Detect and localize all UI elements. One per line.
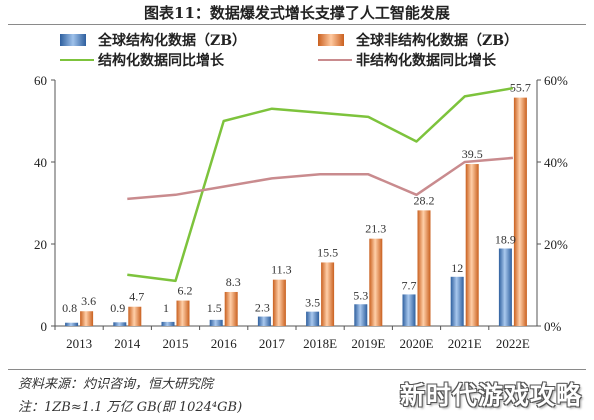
data-label-structured: 18.9 [495,233,516,247]
unit-note: 注：1ZB≈1.1 万亿 GB(即 1024⁴GB) [18,400,243,415]
data-label-structured: 0.8 [62,301,77,315]
bar-structured [209,319,223,326]
legend-label-unstructured-growth: 非结构化数据同比增长 [356,53,496,69]
y-tick-label-left: 40 [34,155,47,170]
x-tick-label: 2021E [448,336,482,351]
x-tick-label: 2014 [114,336,141,351]
bar-unstructured [465,164,479,326]
bar-structured [306,311,320,326]
data-label-structured: 1 [163,301,169,315]
data-label-unstructured: 8.3 [226,275,241,289]
data-label-structured: 0.9 [110,301,125,315]
y-tick-label-left: 20 [34,237,47,252]
bar-unstructured [417,210,431,326]
bar-structured [257,316,271,326]
x-tick-label: 2022E [496,336,530,351]
legend-swatch-unstructured [318,34,344,46]
x-tick-label: 2017 [259,336,286,351]
x-tick-label: 2016 [211,336,238,351]
bar-unstructured [80,311,94,326]
legend-label-unstructured: 全球非结构化数据（ZB） [356,33,519,49]
bar-structured [498,248,512,326]
x-tick-label: 2018E [303,336,337,351]
line-structured-growth [127,86,514,283]
y-tick-label-right: 40% [544,155,568,170]
title-divider [8,24,586,25]
x-tick-label: 2015 [163,336,189,351]
data-label-structured: 7.7 [402,278,417,292]
legend-label-structured: 全球结构化数据（ZB） [98,33,247,49]
bar-unstructured [321,262,335,326]
bar-structured [402,294,416,326]
data-label-unstructured: 4.7 [129,290,144,304]
data-label-unstructured: 3.6 [81,294,96,308]
data-label-unstructured: 15.5 [317,245,338,259]
y-tick-label-right: 0% [544,319,562,334]
legend-line-structured-growth [60,59,94,61]
legend-swatch-structured [60,34,86,46]
data-label-unstructured: 39.5 [462,147,483,161]
bar-structured [113,322,127,326]
data-label-unstructured: 6.2 [178,284,193,298]
source-note: 资料来源：灼识咨询，恒大研究院 [18,377,214,392]
data-label-unstructured: 11.3 [271,263,292,277]
chart-title: 图表11：数据爆发式增长支撑了人工智能发展 [144,4,450,22]
x-tick-label: 2020E [400,336,434,351]
bar-unstructured [513,97,527,326]
bar-unstructured [224,291,238,326]
data-label-structured: 12 [451,261,463,275]
x-tick-label: 2013 [66,336,92,351]
footer-divider [8,369,586,370]
bar-unstructured [176,300,190,326]
bar-structured [161,321,175,326]
bar-structured [354,304,368,326]
data-label-unstructured: 21.3 [365,222,386,236]
bar-structured [65,322,79,326]
bar-unstructured [128,306,142,326]
y-tick-label-left: 60 [34,73,47,88]
legend-line-unstructured-growth [318,59,352,61]
data-label-structured: 2.3 [255,301,270,315]
y-tick-label-left: 0 [41,319,48,334]
line-unstructured-growth [127,156,514,201]
y-tick-label-right: 60% [544,73,568,88]
watermark-logo: 新时代游戏攻略 [399,381,582,410]
data-label-structured: 1.5 [207,301,222,315]
x-tick-label: 2019E [351,336,385,351]
bar-unstructured [272,279,286,326]
bar-unstructured [369,238,383,326]
data-label-structured: 5.3 [353,288,368,302]
legend-label-structured-growth: 结构化数据同比增长 [98,53,224,69]
chart-plot: 0 20 40 60 0% 20% 40% 60% 2013 0.8 3.6 2014 0.9 4.7 20… [34,73,568,351]
data-label-unstructured: 28.2 [414,193,435,207]
data-label-unstructured: 55.7 [510,81,531,95]
bar-structured [450,276,464,326]
y-tick-label-right: 20% [544,237,568,252]
data-label-structured: 3.5 [305,296,320,310]
